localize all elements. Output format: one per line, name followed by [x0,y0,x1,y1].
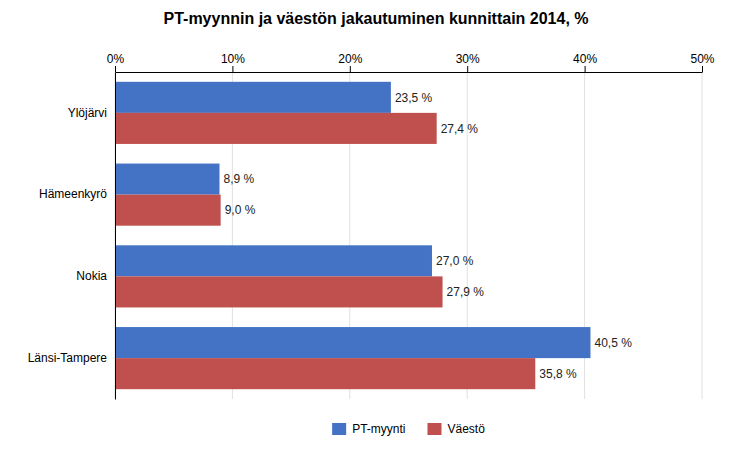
bar [115,276,443,307]
grid-line [702,72,703,399]
data-label: 27,4 % [441,122,479,136]
x-tick-label: 20% [338,52,362,66]
y-axis-line [115,73,116,400]
y-axis: Länsi-Tampere Nokia Hämeenkyrö Ylöjärvi [28,73,116,400]
plot: 40,5 % 27,0 % 8,9 % 23,5 % 35,8 % 27,9 % 9,0 %… [28,52,715,400]
bar [115,82,391,113]
data-label: 9,0 % [225,203,256,217]
bar [115,113,437,144]
x-tick-mark [702,66,703,72]
y-tick: Nokia [76,269,107,283]
x-tick: 0% [107,52,125,72]
legend-swatch [427,423,441,435]
data-label: 27,0 % [436,254,474,268]
x-tick-mark [585,66,586,72]
grid [115,72,702,399]
x-tick-mark [115,66,116,72]
legend-item: PT-myynti [332,422,405,436]
legend-item: Väestö [427,422,485,436]
legend-swatch [332,423,346,435]
x-tick-label: 0% [107,52,125,66]
bar [115,195,221,226]
title: PT-myynnin ja väestön jakautuminen kunni… [164,10,589,27]
legend-label: Väestö [447,422,485,436]
x-tick: 30% [456,52,480,72]
y-tick: Hämeenkyrö [39,187,107,201]
bar [115,245,432,276]
x-tick-mark [350,66,351,72]
x-tick: 50% [690,52,714,72]
y-tick-label: Nokia [76,269,107,283]
y-tick-label: Ylöjärvi [68,106,107,120]
bar [115,164,219,195]
bars [115,82,590,389]
data-label: 8,9 % [223,172,254,186]
data-label: 40,5 % [594,336,632,350]
y-tick-label: Länsi-Tampere [28,351,108,365]
x-tick: 10% [221,52,245,72]
x-axis: 0% 10% 20% 30% 40% 50% [107,52,715,73]
x-tick: 40% [573,52,597,72]
x-tick-label: 10% [221,52,245,66]
x-tick-mark [232,66,233,72]
chart: PT-myynnin ja väestön jakautuminen kunni… [0,0,752,451]
y-tick-label: Hämeenkyrö [39,187,107,201]
x-tick-mark [467,66,468,72]
x-axis-line [116,72,703,73]
x-tick-label: 50% [690,52,714,66]
x-tick: 20% [338,52,362,72]
data-label: 23,5 % [395,91,433,105]
grid-line [115,72,116,399]
legend: PT-myynti Väestö [332,422,485,436]
y-tick: Ylöjärvi [68,106,107,120]
x-tick-label: 40% [573,52,597,66]
data-label: 35,8 % [539,367,577,381]
bar [115,327,590,358]
legend-label: PT-myynti [352,422,405,436]
data-labels: 40,5 % 27,0 % 8,9 % 23,5 % 35,8 % 27,9 % 9,0 %… [223,91,632,381]
y-tick: Länsi-Tampere [28,351,108,365]
bar [115,358,535,389]
data-label: 27,9 % [447,285,485,299]
x-tick-label: 30% [456,52,480,66]
